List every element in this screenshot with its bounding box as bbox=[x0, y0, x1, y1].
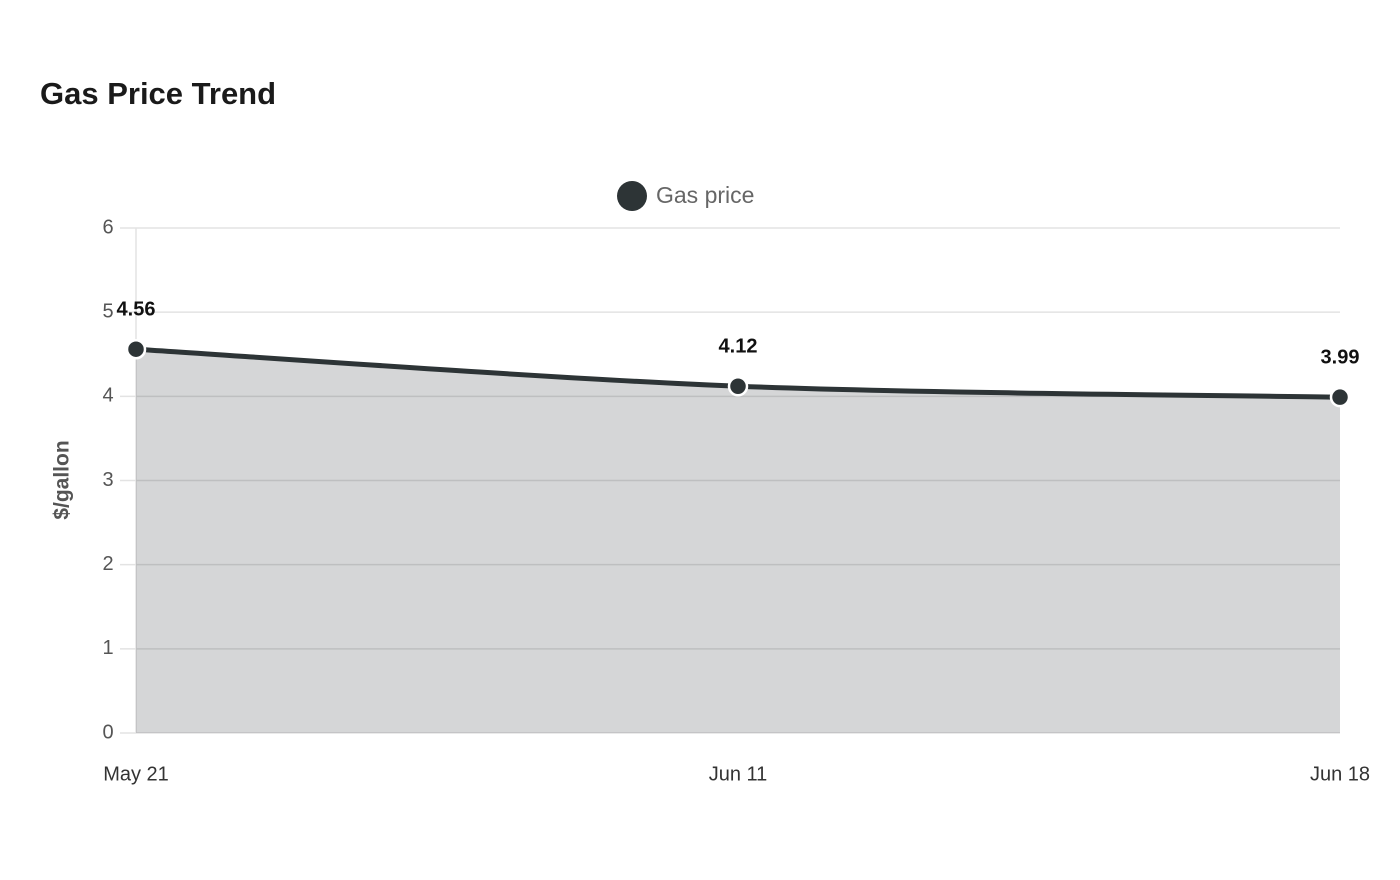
x-tick-label: May 21 bbox=[103, 763, 169, 785]
y-axis-label: $/gallon bbox=[51, 440, 74, 519]
y-tick-label: 3 bbox=[102, 469, 113, 491]
point bbox=[727, 375, 749, 397]
chart-title: Gas Price Trend bbox=[40, 76, 276, 111]
data-label: 3.99 bbox=[1321, 346, 1360, 368]
y-tick-label: 4 bbox=[102, 385, 113, 407]
x-tick-label: Jun 18 bbox=[1310, 763, 1370, 785]
y-tick-label: 2 bbox=[102, 553, 113, 575]
y-tick-label: 1 bbox=[102, 637, 113, 659]
area bbox=[136, 349, 1340, 733]
y-tick-label: 0 bbox=[102, 721, 113, 743]
point bbox=[125, 338, 147, 360]
legend-marker bbox=[617, 181, 647, 211]
y-tick-label: 6 bbox=[102, 216, 113, 238]
legend-label: Gas price bbox=[656, 182, 754, 208]
data-label: 4.12 bbox=[719, 336, 758, 358]
x-tick-label: Jun 11 bbox=[709, 763, 768, 785]
y-tick-label: 5 bbox=[102, 300, 113, 322]
point bbox=[1329, 386, 1351, 408]
data-label: 4.56 bbox=[117, 298, 156, 320]
